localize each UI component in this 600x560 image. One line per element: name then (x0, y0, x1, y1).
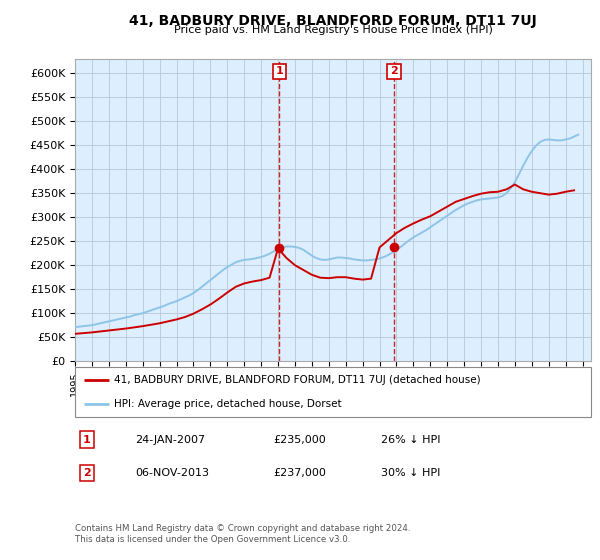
Text: 24-JAN-2007: 24-JAN-2007 (135, 435, 205, 445)
Text: 30% ↓ HPI: 30% ↓ HPI (381, 468, 440, 478)
Text: 1: 1 (275, 67, 283, 76)
Text: HPI: Average price, detached house, Dorset: HPI: Average price, detached house, Dors… (114, 399, 341, 409)
Text: £235,000: £235,000 (273, 435, 326, 445)
Text: 41, BADBURY DRIVE, BLANDFORD FORUM, DT11 7UJ: 41, BADBURY DRIVE, BLANDFORD FORUM, DT11… (129, 14, 537, 28)
Text: 2: 2 (83, 468, 91, 478)
Text: 06-NOV-2013: 06-NOV-2013 (135, 468, 209, 478)
Text: 2: 2 (390, 67, 398, 76)
Text: 26% ↓ HPI: 26% ↓ HPI (381, 435, 440, 445)
Text: 41, BADBURY DRIVE, BLANDFORD FORUM, DT11 7UJ (detached house): 41, BADBURY DRIVE, BLANDFORD FORUM, DT11… (114, 375, 481, 385)
FancyBboxPatch shape (75, 367, 591, 417)
Text: 1: 1 (83, 435, 91, 445)
Text: £237,000: £237,000 (273, 468, 326, 478)
Text: Price paid vs. HM Land Registry's House Price Index (HPI): Price paid vs. HM Land Registry's House … (173, 25, 493, 35)
Text: Contains HM Land Registry data © Crown copyright and database right 2024.
This d: Contains HM Land Registry data © Crown c… (75, 524, 410, 544)
